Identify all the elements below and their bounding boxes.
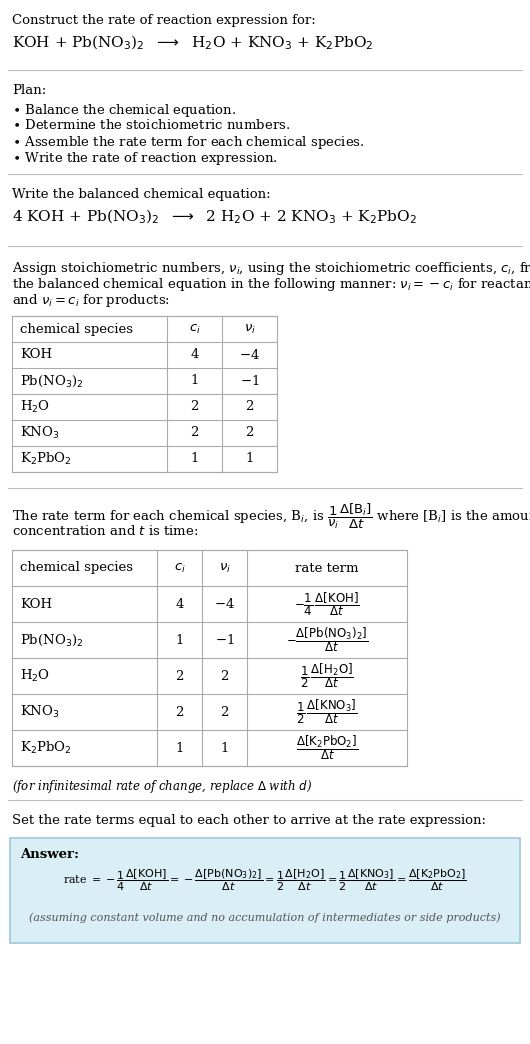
Text: 2: 2 xyxy=(245,427,254,440)
Text: 4: 4 xyxy=(190,349,199,361)
Text: 1: 1 xyxy=(245,452,254,466)
FancyBboxPatch shape xyxy=(12,550,407,766)
Text: 2: 2 xyxy=(190,401,199,413)
Text: Construct the rate of reaction expression for:: Construct the rate of reaction expressio… xyxy=(12,14,316,27)
Text: 1: 1 xyxy=(190,452,199,466)
Text: 2: 2 xyxy=(220,669,228,683)
Text: (assuming constant volume and no accumulation of intermediates or side products): (assuming constant volume and no accumul… xyxy=(29,912,501,923)
Text: KNO$_3$: KNO$_3$ xyxy=(20,425,59,441)
Text: 1: 1 xyxy=(175,741,184,755)
Text: 2: 2 xyxy=(245,401,254,413)
Text: KOH: KOH xyxy=(20,349,52,361)
FancyBboxPatch shape xyxy=(12,316,277,472)
Text: $-$4: $-$4 xyxy=(214,597,235,611)
Text: chemical species: chemical species xyxy=(20,562,133,574)
Text: $-\dfrac{1}{4}\,\dfrac{\Delta[\mathrm{KOH}]}{\Delta t}$: $-\dfrac{1}{4}\,\dfrac{\Delta[\mathrm{KO… xyxy=(294,590,360,618)
Text: Plan:: Plan: xyxy=(12,84,46,97)
Text: $c_i$: $c_i$ xyxy=(189,323,200,335)
Text: $\dfrac{1}{2}\,\dfrac{\Delta[\mathrm{KNO_3}]}{\Delta t}$: $\dfrac{1}{2}\,\dfrac{\Delta[\mathrm{KNO… xyxy=(296,697,358,727)
Text: 2: 2 xyxy=(175,669,184,683)
Text: Set the rate terms equal to each other to arrive at the rate expression:: Set the rate terms equal to each other t… xyxy=(12,814,486,827)
Text: 4: 4 xyxy=(175,597,184,611)
Text: $\bullet$ Write the rate of reaction expression.: $\bullet$ Write the rate of reaction exp… xyxy=(12,150,278,167)
Text: the balanced chemical equation in the following manner: $\nu_i = -c_i$ for react: the balanced chemical equation in the fo… xyxy=(12,276,530,293)
Text: and $\nu_i = c_i$ for products:: and $\nu_i = c_i$ for products: xyxy=(12,292,170,309)
Text: $-$1: $-$1 xyxy=(215,633,234,647)
Text: $-\dfrac{\Delta[\mathrm{Pb(NO_3)_2}]}{\Delta t}$: $-\dfrac{\Delta[\mathrm{Pb(NO_3)_2}]}{\D… xyxy=(286,625,368,655)
Text: $\nu_i$: $\nu_i$ xyxy=(218,562,231,574)
Text: $-$4: $-$4 xyxy=(239,348,260,362)
FancyBboxPatch shape xyxy=(10,838,520,943)
Text: H$_2$O: H$_2$O xyxy=(20,399,50,416)
Text: $\dfrac{1}{2}\,\dfrac{\Delta[\mathrm{H_2O}]}{\Delta t}$: $\dfrac{1}{2}\,\dfrac{\Delta[\mathrm{H_2… xyxy=(300,662,354,690)
Text: Pb(NO$_3$)$_2$: Pb(NO$_3$)$_2$ xyxy=(20,374,84,388)
Text: H$_2$O: H$_2$O xyxy=(20,668,50,684)
Text: 1: 1 xyxy=(190,375,199,387)
Text: KNO$_3$: KNO$_3$ xyxy=(20,704,59,720)
Text: KOH: KOH xyxy=(20,597,52,611)
Text: K$_2$PbO$_2$: K$_2$PbO$_2$ xyxy=(20,451,72,467)
Text: $\bullet$ Assemble the rate term for each chemical species.: $\bullet$ Assemble the rate term for eac… xyxy=(12,134,365,151)
Text: $\bullet$ Determine the stoichiometric numbers.: $\bullet$ Determine the stoichiometric n… xyxy=(12,118,290,132)
Text: 2: 2 xyxy=(175,706,184,718)
Text: Write the balanced chemical equation:: Write the balanced chemical equation: xyxy=(12,188,271,201)
Text: 2: 2 xyxy=(190,427,199,440)
Text: rate $= -\dfrac{1}{4}\dfrac{\Delta[\mathrm{KOH}]}{\Delta t} = -\dfrac{\Delta[\ma: rate $= -\dfrac{1}{4}\dfrac{\Delta[\math… xyxy=(63,868,467,893)
Text: $\dfrac{\Delta[\mathrm{K_2PbO_2}]}{\Delta t}$: $\dfrac{\Delta[\mathrm{K_2PbO_2}]}{\Delt… xyxy=(296,734,358,762)
Text: 1: 1 xyxy=(220,741,228,755)
Text: Pb(NO$_3$)$_2$: Pb(NO$_3$)$_2$ xyxy=(20,633,84,647)
Text: $\nu_i$: $\nu_i$ xyxy=(243,323,255,335)
Text: $c_i$: $c_i$ xyxy=(174,562,185,574)
Text: $\bullet$ Balance the chemical equation.: $\bullet$ Balance the chemical equation. xyxy=(12,102,236,119)
Text: 4 KOH + Pb(NO$_3$)$_2$  $\longrightarrow$  2 H$_2$O + 2 KNO$_3$ + K$_2$PbO$_2$: 4 KOH + Pb(NO$_3$)$_2$ $\longrightarrow$… xyxy=(12,208,417,227)
Text: Answer:: Answer: xyxy=(20,848,79,861)
Text: concentration and $t$ is time:: concentration and $t$ is time: xyxy=(12,524,198,538)
Text: 2: 2 xyxy=(220,706,228,718)
Text: Assign stoichiometric numbers, $\nu_i$, using the stoichiometric coefficients, $: Assign stoichiometric numbers, $\nu_i$, … xyxy=(12,260,530,277)
Text: (for infinitesimal rate of change, replace $\Delta$ with $d$): (for infinitesimal rate of change, repla… xyxy=(12,778,312,794)
Text: The rate term for each chemical species, B$_i$, is $\dfrac{1}{\nu_i}\dfrac{\Delt: The rate term for each chemical species,… xyxy=(12,502,530,531)
Text: 1: 1 xyxy=(175,634,184,646)
Text: $-$1: $-$1 xyxy=(240,374,259,388)
Text: rate term: rate term xyxy=(295,562,359,574)
Text: KOH + Pb(NO$_3$)$_2$  $\longrightarrow$  H$_2$O + KNO$_3$ + K$_2$PbO$_2$: KOH + Pb(NO$_3$)$_2$ $\longrightarrow$ H… xyxy=(12,34,373,52)
Text: chemical species: chemical species xyxy=(20,323,133,335)
Text: K$_2$PbO$_2$: K$_2$PbO$_2$ xyxy=(20,740,72,756)
